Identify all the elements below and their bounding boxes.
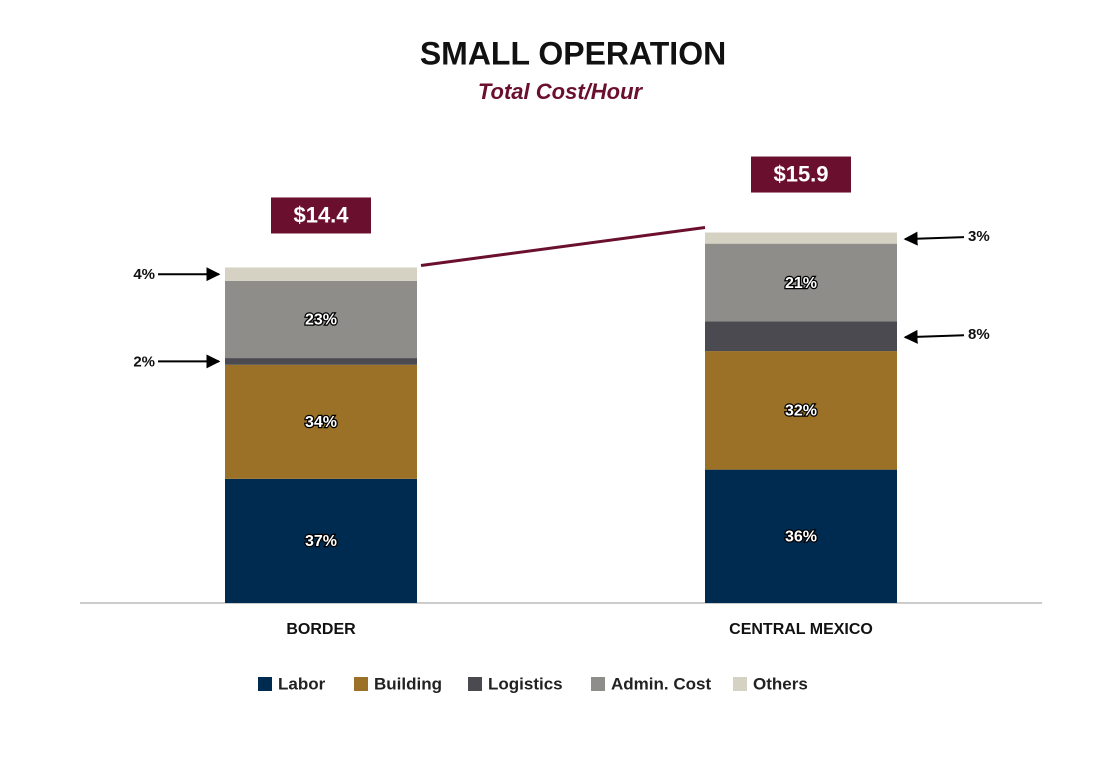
data-label: 3% (968, 228, 990, 245)
data-label: 37% (305, 533, 337, 550)
total-label: $14.4 (293, 202, 349, 227)
total-box (271, 197, 371, 234)
data-label: 34% (305, 414, 337, 431)
label-arrow (903, 329, 965, 344)
label-arrow (903, 231, 965, 246)
bar-segment (705, 243, 897, 322)
legend-swatch (733, 677, 747, 691)
bar-segment (705, 232, 897, 244)
bar-segment (705, 351, 897, 470)
bar-segment (225, 364, 417, 479)
total-label: $15.9 (773, 161, 828, 186)
total-box (751, 156, 851, 193)
data-label: 32% (785, 403, 817, 420)
legend-label: Logistics (488, 674, 563, 693)
data-label: 2% (133, 353, 155, 370)
chart-subtitle: Total Cost/Hour (478, 79, 644, 104)
legend-label: Others (753, 674, 808, 693)
x-tick-label: BORDER (286, 621, 356, 638)
legend-swatch (354, 677, 368, 691)
legend-swatch (258, 677, 272, 691)
bar-segment (705, 321, 897, 352)
legend-label: Labor (278, 674, 326, 693)
data-label: 4% (133, 266, 155, 283)
data-label: 23% (305, 312, 337, 329)
x-tick-label: CENTRAL MEXICO (729, 621, 873, 638)
legend-swatch (591, 677, 605, 691)
connector (420, 226, 706, 267)
bar-segment (225, 478, 417, 603)
legend-swatch (468, 677, 482, 691)
bar-segment (225, 358, 417, 365)
data-label: 36% (785, 529, 817, 546)
data-label: 8% (968, 326, 990, 343)
chart-title: SMALL OPERATION (420, 35, 726, 71)
bar-segment (705, 469, 897, 603)
legend-label: Admin. Cost (611, 674, 711, 693)
bar-segment (225, 280, 417, 359)
legend-label: Building (374, 674, 442, 693)
data-label: 21% (785, 275, 817, 292)
bar-segment (225, 267, 417, 281)
